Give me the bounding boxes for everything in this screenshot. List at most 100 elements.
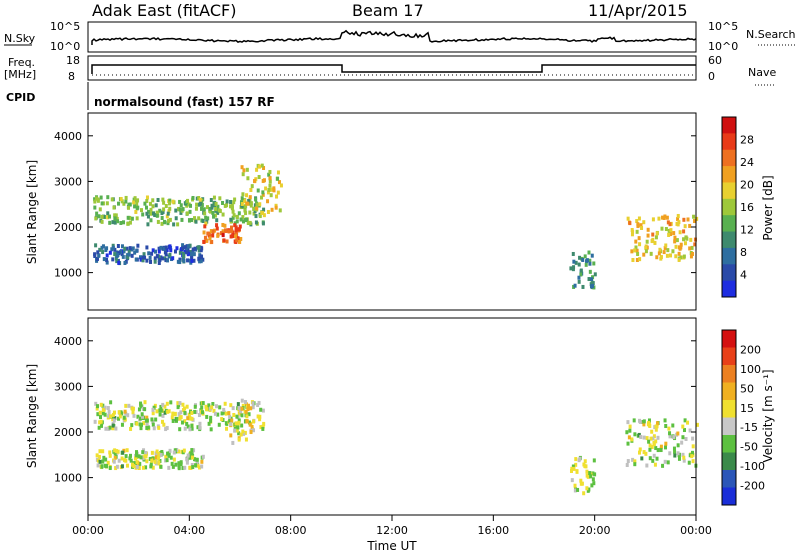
data-cell <box>193 216 197 221</box>
data-cell <box>640 225 644 230</box>
data-cell <box>208 206 212 211</box>
data-cell <box>667 232 671 237</box>
data-cell <box>241 215 245 220</box>
data-cell <box>182 258 186 263</box>
data-cell <box>159 408 163 413</box>
data-cell <box>642 450 646 455</box>
data-cell <box>234 225 238 230</box>
data-cell <box>585 486 589 491</box>
power-panel: 1000 2000 3000 4000 Slant Range [km] <box>25 112 699 311</box>
data-cell <box>244 409 248 414</box>
data-cell <box>142 421 146 426</box>
colorbar-swatch <box>722 417 736 436</box>
data-cell <box>207 403 211 408</box>
data-cell <box>663 459 667 464</box>
data-cell <box>274 205 278 210</box>
data-cell <box>101 411 105 416</box>
data-cell <box>682 217 686 222</box>
data-cell <box>156 456 160 461</box>
data-cell <box>251 401 255 406</box>
data-cell <box>261 424 265 429</box>
data-cell <box>676 217 680 222</box>
data-cell <box>113 416 117 421</box>
nsearch-label: N.Search <box>746 28 796 41</box>
data-cell <box>693 219 697 224</box>
data-cell <box>216 412 220 417</box>
data-cell <box>682 229 686 234</box>
data-cell <box>105 246 109 251</box>
data-cell <box>571 251 575 256</box>
data-cell <box>171 256 175 261</box>
data-cell <box>665 215 669 220</box>
data-cell <box>189 451 193 456</box>
data-cell <box>137 454 141 459</box>
data-cell <box>143 407 147 412</box>
data-cell <box>579 268 583 273</box>
data-cell <box>171 199 175 204</box>
data-cell <box>170 461 174 466</box>
data-cell <box>99 402 103 407</box>
data-cell <box>117 410 121 415</box>
data-cell <box>254 197 258 202</box>
data-cell <box>202 239 206 244</box>
data-cell <box>177 412 181 417</box>
data-cell <box>651 232 655 237</box>
data-cell <box>199 248 203 253</box>
data-cell <box>255 167 259 172</box>
data-cell <box>158 208 162 213</box>
x-tick-label: 00:00 <box>72 524 104 537</box>
data-cell <box>575 469 579 474</box>
data-cell <box>151 204 155 209</box>
data-cell <box>130 406 134 411</box>
data-cell <box>229 225 233 230</box>
data-cell <box>242 431 246 436</box>
data-cell <box>160 419 164 424</box>
data-cell <box>239 432 243 437</box>
data-cell <box>234 228 238 233</box>
data-cell <box>587 487 591 492</box>
data-cell <box>633 248 637 253</box>
data-cell <box>115 259 119 264</box>
data-cell <box>262 207 266 212</box>
data-cell <box>148 456 152 461</box>
data-cell <box>656 448 660 453</box>
x-tick-label: 00:00 <box>680 524 712 537</box>
data-cell <box>152 211 156 216</box>
data-cell <box>114 426 118 431</box>
data-cell <box>668 431 672 436</box>
colorbar-swatch <box>722 487 736 506</box>
data-cell <box>233 239 237 244</box>
data-cell <box>676 222 680 227</box>
data-cell <box>175 416 179 421</box>
data-cell <box>635 229 639 234</box>
data-cell <box>681 452 685 457</box>
colorbar-tick-label: 8 <box>740 246 747 259</box>
data-cell <box>650 239 654 244</box>
data-cell <box>654 427 658 432</box>
data-cell <box>247 198 251 203</box>
data-cell <box>135 464 139 469</box>
data-cell <box>168 206 172 211</box>
data-cell <box>690 252 694 257</box>
data-cell <box>591 283 595 288</box>
data-cell <box>651 217 655 222</box>
data-cell <box>93 197 97 202</box>
data-cell <box>261 221 265 226</box>
data-cell <box>102 257 106 262</box>
data-cell <box>116 219 120 224</box>
data-cell <box>251 405 255 410</box>
data-cell <box>674 254 678 259</box>
data-cell <box>669 232 673 237</box>
data-cell <box>136 205 140 210</box>
data-cell <box>195 202 199 207</box>
data-cell <box>261 408 265 413</box>
data-cell <box>110 247 114 252</box>
data-cell <box>188 427 192 432</box>
data-cell <box>261 192 265 197</box>
data-cell <box>101 250 105 255</box>
data-cell <box>186 453 190 458</box>
x-tick-label: 04:00 <box>173 524 205 537</box>
data-cell <box>626 441 630 446</box>
data-cell <box>233 428 237 433</box>
data-cell <box>215 226 219 231</box>
